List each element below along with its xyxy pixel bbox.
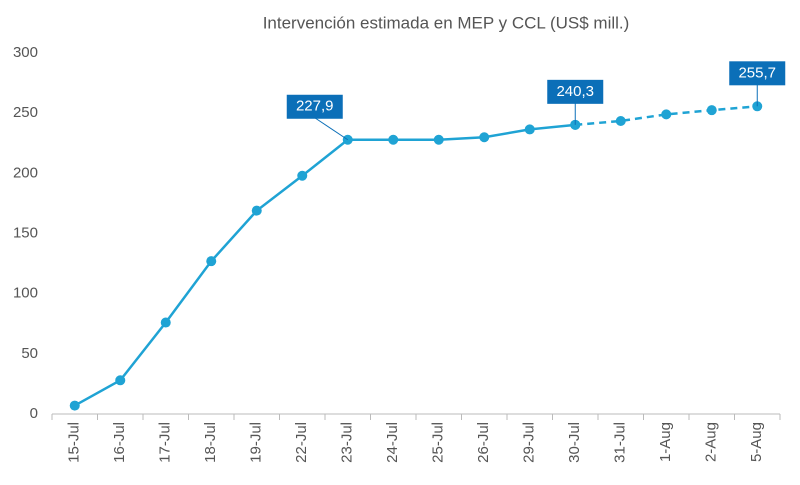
x-tick-label: 5-Aug [748, 422, 765, 462]
label-box [729, 61, 786, 86]
x-tick-label: 16-Jul [111, 422, 128, 463]
label-box [547, 79, 604, 104]
x-tick-label: 1-Aug [657, 422, 674, 462]
series-line [575, 105, 758, 127]
y-tick-label: 0 [30, 405, 38, 422]
x-tick-label: 23-Jul [339, 422, 356, 463]
data-point [297, 170, 308, 181]
x-tick-label: 30-Jul [566, 422, 583, 463]
x-tick-label: 17-Jul [157, 422, 174, 463]
data-point [206, 256, 217, 267]
y-tick-label: 100 [13, 285, 38, 302]
x-tick-label: 26-Jul [475, 422, 492, 463]
data-point [661, 109, 672, 120]
data-point [69, 400, 80, 411]
series-line [74, 123, 576, 407]
data-label: 255,7 [738, 64, 776, 81]
data-point [433, 134, 444, 145]
label-connector [314, 117, 349, 141]
y-tick-label: 200 [13, 164, 38, 181]
label-box [286, 94, 343, 119]
data-label: 227,9 [296, 98, 334, 115]
x-tick-label: 2-Aug [703, 422, 720, 462]
y-tick-label: 50 [21, 345, 38, 362]
data-point [706, 105, 717, 116]
y-tick-label: 250 [13, 104, 38, 121]
data-point [479, 132, 490, 143]
x-tick-label: 15-Jul [66, 422, 83, 463]
data-label: 240,3 [556, 83, 594, 100]
y-tick-label: 300 [13, 44, 38, 61]
chart-title: Intervención estimada en MEP y CCL (US$ … [263, 13, 630, 32]
x-tick-label: 19-Jul [248, 422, 265, 463]
x-tick-label: 29-Jul [521, 422, 538, 463]
data-point [251, 205, 262, 216]
data-point [388, 134, 399, 145]
data-point [160, 317, 171, 328]
y-tick-label: 150 [13, 224, 38, 241]
x-tick-label: 24-Jul [384, 422, 401, 463]
x-tick-label: 31-Jul [612, 422, 629, 463]
data-point [115, 375, 126, 386]
data-point [524, 124, 535, 135]
x-tick-label: 25-Jul [430, 422, 447, 463]
x-tick-label: 22-Jul [293, 422, 310, 463]
data-point [615, 115, 626, 126]
x-tick-label: 18-Jul [202, 422, 219, 463]
